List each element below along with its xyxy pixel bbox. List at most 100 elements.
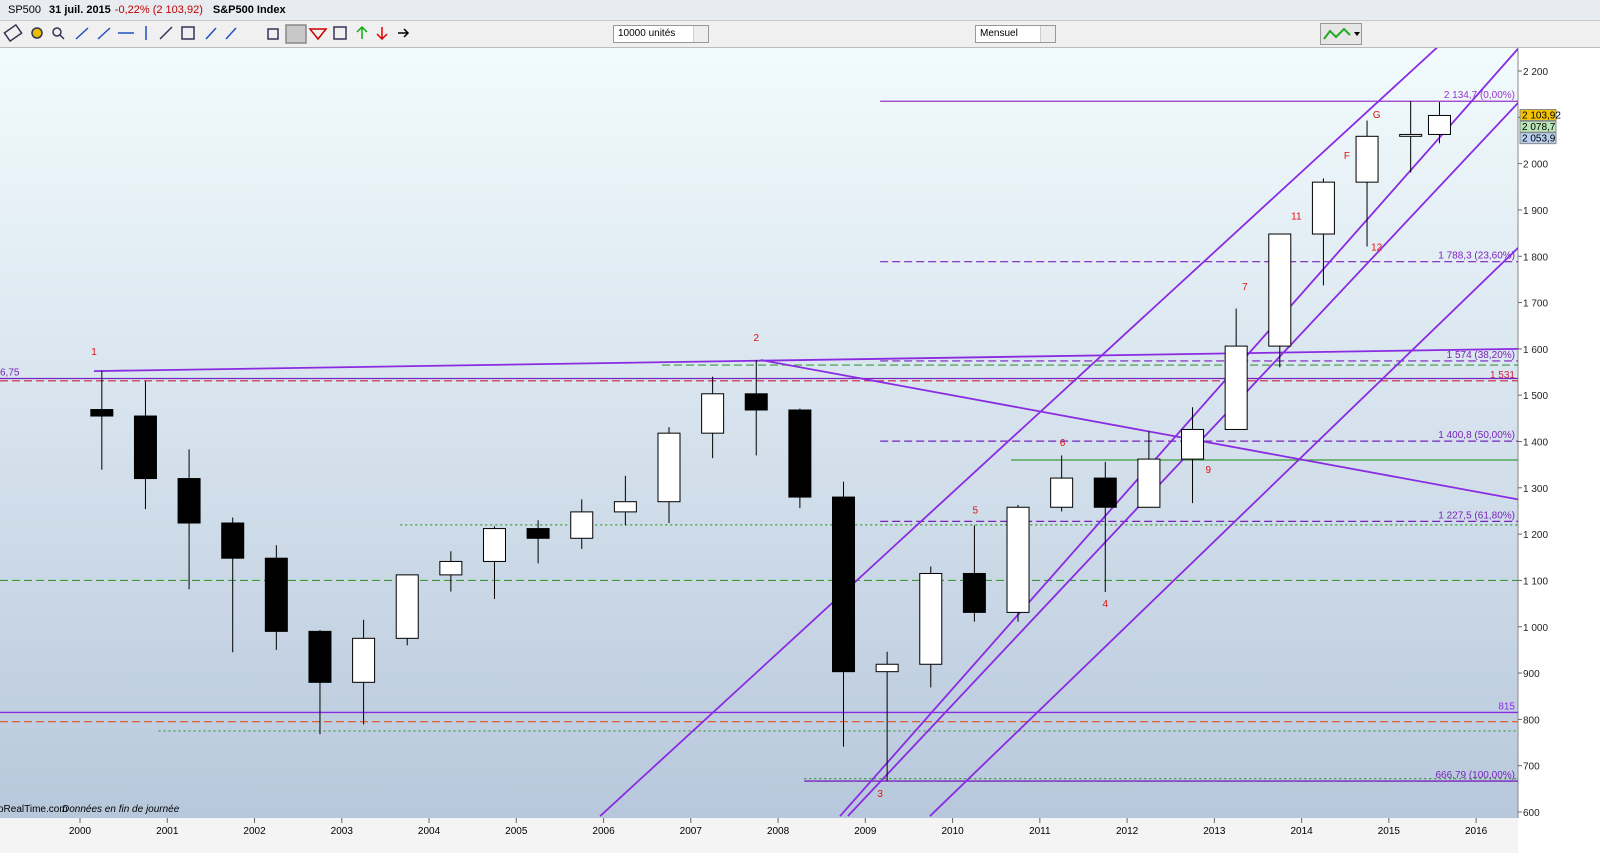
x-tick-label: 2007 bbox=[680, 826, 703, 837]
candle-body bbox=[1006, 506, 1030, 613]
candle-body bbox=[613, 501, 637, 513]
level-label: 2 134,7 (0,00%) bbox=[1444, 90, 1515, 101]
wave-label: 9 bbox=[1205, 465, 1211, 476]
change: -0,22% (2 103,92) bbox=[114, 4, 203, 16]
y-tick-label: 1 000 bbox=[1523, 623, 1548, 634]
candle-body bbox=[264, 557, 288, 632]
trend-line bbox=[760, 359, 1518, 501]
y-tick-label: 1 900 bbox=[1523, 206, 1548, 217]
wave-label: 11 bbox=[1291, 212, 1302, 223]
period-select[interactable]: Mensuel bbox=[975, 25, 1056, 43]
x-tick-label: 2015 bbox=[1378, 826, 1401, 837]
quantity: 10000 unités bbox=[618, 28, 676, 39]
level-label: 1 227,5 (61,80%) bbox=[1438, 510, 1515, 521]
wave-label: 12 bbox=[1371, 243, 1383, 254]
x-axis-panel bbox=[0, 818, 1518, 853]
tool-icons[interactable] bbox=[0, 21, 420, 47]
y-tick-label: 800 bbox=[1523, 715, 1540, 726]
x-tick-label: 2014 bbox=[1290, 826, 1313, 837]
x-tick-label: 2006 bbox=[592, 826, 615, 837]
candle-body bbox=[221, 522, 245, 559]
y-tick-label: 1 100 bbox=[1523, 576, 1548, 587]
y-tick-label: 700 bbox=[1523, 762, 1540, 773]
level-label: 815 bbox=[1498, 701, 1515, 712]
level-label: 666,79 (100,00%) bbox=[1435, 770, 1515, 781]
candle-body bbox=[439, 560, 463, 576]
title-bar: SP500 31 juil. 2015 -0,22% (2 103,92) S&P50… bbox=[0, 0, 1600, 21]
wave-label: 7 bbox=[1242, 282, 1248, 293]
y-tick-label: 2 200 bbox=[1523, 67, 1548, 78]
quantity-select[interactable]: 10000 unités bbox=[613, 25, 709, 43]
y-tick-label: 1 800 bbox=[1523, 252, 1548, 263]
candle-body bbox=[1137, 458, 1161, 508]
candle-body bbox=[788, 409, 812, 498]
wave-label: 6 bbox=[1060, 438, 1066, 449]
candle-body bbox=[395, 574, 419, 639]
candle-body bbox=[1181, 428, 1205, 460]
price-tag-label: 2 053,9 bbox=[1522, 134, 1556, 145]
y-tick-label: 1 500 bbox=[1523, 391, 1548, 402]
trend-line bbox=[93, 347, 1518, 373]
y-tick-label: 1 300 bbox=[1523, 484, 1548, 495]
candle-body bbox=[133, 415, 157, 480]
toolbar: 10000 unités Mensuel bbox=[0, 21, 1600, 48]
level-label: 1 788,3 (23,60%) bbox=[1438, 251, 1515, 262]
trend-line bbox=[839, 48, 1518, 817]
x-tick-label: 2000 bbox=[69, 826, 92, 837]
x-tick-label: 2004 bbox=[418, 826, 441, 837]
trend-line bbox=[599, 48, 1438, 817]
candle-body bbox=[1093, 477, 1117, 508]
candle-body bbox=[701, 393, 725, 434]
candle-body bbox=[177, 478, 201, 524]
wave-label: F bbox=[1344, 151, 1350, 162]
x-tick-label: 2005 bbox=[505, 826, 528, 837]
wave-label: 3 bbox=[877, 789, 883, 800]
candle-body bbox=[1050, 477, 1074, 508]
candle-body bbox=[832, 496, 856, 673]
trend-line bbox=[929, 247, 1518, 817]
plot-background bbox=[0, 48, 1518, 818]
symbol: SP500 bbox=[8, 4, 42, 16]
y-tick-label: 1 600 bbox=[1523, 345, 1548, 356]
y-axis-panel bbox=[1518, 48, 1600, 853]
price-tag bbox=[1519, 108, 1557, 121]
price-tag bbox=[1519, 132, 1557, 145]
index-name: S&P500 Index bbox=[212, 4, 286, 16]
x-tick-label: 2003 bbox=[331, 826, 354, 837]
y-tick-label: 600 bbox=[1523, 808, 1540, 819]
wave-label: 5 bbox=[972, 506, 978, 517]
price-tag-label: 2 103,92 bbox=[1522, 110, 1561, 121]
candle-body bbox=[570, 511, 594, 539]
level-label: 1 531 bbox=[1490, 370, 1515, 381]
level-label: 1 574 (38,20%) bbox=[1447, 350, 1515, 361]
candle-body bbox=[352, 637, 376, 683]
wave-label: 4 bbox=[1102, 599, 1108, 610]
wave-label: 2 bbox=[753, 333, 759, 344]
x-tick-label: 2011 bbox=[1029, 826, 1051, 837]
date: 31 juil. 2015 bbox=[49, 4, 111, 16]
note: Données en fin de journée bbox=[62, 804, 180, 815]
candle-body bbox=[1355, 135, 1379, 183]
candle-body bbox=[90, 409, 114, 417]
chart-type-button[interactable] bbox=[1320, 23, 1362, 45]
x-tick-label: 2013 bbox=[1203, 826, 1226, 837]
level-label: 1 400,8 (50,00%) bbox=[1438, 430, 1515, 441]
candle-body bbox=[482, 528, 506, 562]
candle-body bbox=[1427, 114, 1451, 135]
candle-body bbox=[526, 528, 550, 539]
candle-body bbox=[1268, 233, 1292, 347]
y-tick-label: 2 000 bbox=[1523, 160, 1548, 171]
y-tick-label: 1 200 bbox=[1523, 530, 1548, 541]
y-tick-label: 1 700 bbox=[1523, 299, 1548, 310]
x-tick-label: 2008 bbox=[767, 826, 790, 837]
wave-label: 1 bbox=[91, 347, 97, 358]
price-tag-label: 2 078,7 bbox=[1522, 122, 1556, 133]
x-tick-label: 2010 bbox=[941, 826, 964, 837]
x-tick-label: 2009 bbox=[854, 826, 877, 837]
candle-body bbox=[962, 572, 986, 613]
period: Mensuel bbox=[980, 28, 1018, 39]
candle-body bbox=[875, 663, 899, 673]
x-tick-label: 2001 bbox=[156, 826, 179, 837]
chart: oRealTime.com Données en fin de journée … bbox=[0, 48, 1600, 853]
